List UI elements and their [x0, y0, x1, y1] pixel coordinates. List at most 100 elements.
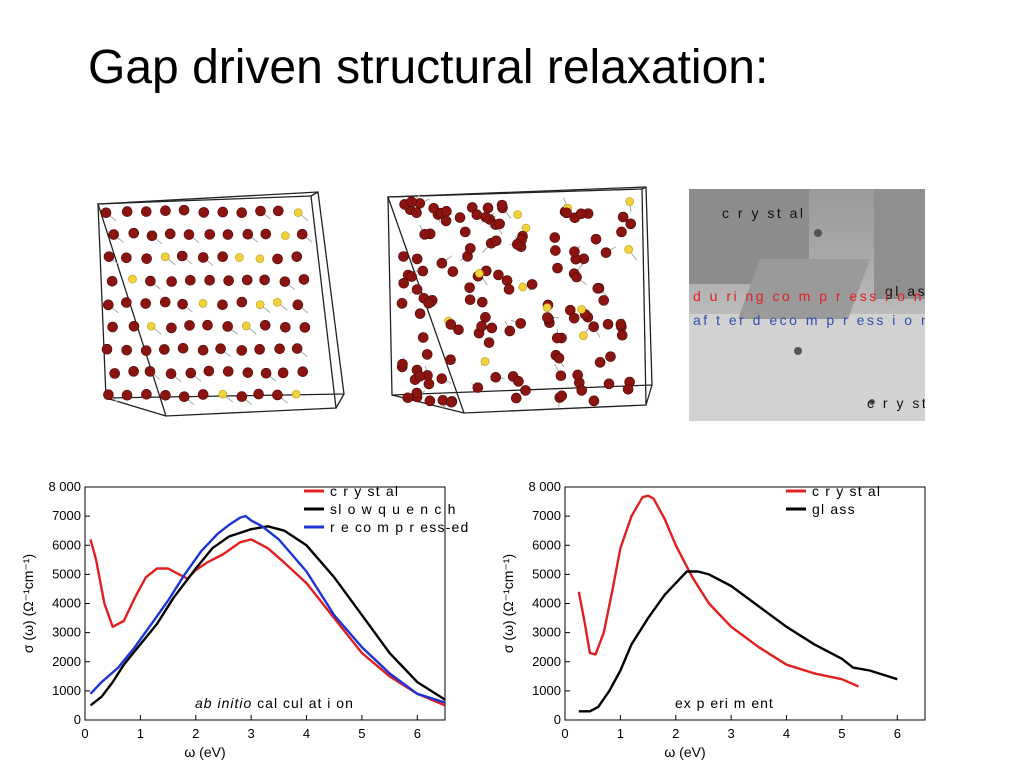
y-tick-label: 5000 [532, 566, 561, 581]
red-atom [476, 296, 488, 308]
red-atom [490, 372, 501, 383]
red-atom [236, 345, 248, 356]
yellow-atom [160, 252, 170, 262]
red-atom [197, 344, 209, 356]
yellow-atom [255, 300, 265, 309]
series-line [89, 514, 446, 704]
red-atom [103, 251, 115, 262]
red-atom [197, 389, 209, 400]
red-atom [569, 246, 580, 257]
legend-label: c r y st al [330, 483, 399, 499]
red-atom [445, 319, 457, 330]
legend-label: c r y st al [812, 483, 881, 499]
red-atom [568, 312, 580, 324]
red-atom [141, 253, 152, 264]
yellow-atom [513, 210, 522, 219]
red-atom [299, 322, 311, 333]
x-tick-label: 3 [248, 726, 255, 741]
red-atom [406, 196, 417, 208]
red-atom [177, 298, 188, 310]
yellow-atom [272, 298, 282, 307]
red-atom [398, 251, 409, 262]
red-atom [411, 207, 422, 219]
red-atom [222, 366, 234, 377]
micrograph-label-crystal-bottom: c r y st [867, 395, 925, 411]
red-atom [592, 283, 604, 294]
yellow-atom [518, 282, 528, 292]
x-tick-label: 0 [561, 726, 568, 741]
yellow-atom [521, 223, 531, 233]
red-atom [217, 206, 229, 218]
red-atom [272, 205, 284, 217]
red-atom [576, 385, 588, 396]
y-tick-label: 1000 [532, 683, 561, 698]
red-atom [222, 229, 234, 240]
red-atom [298, 274, 310, 285]
red-atom [242, 367, 254, 378]
red-atom [107, 321, 118, 333]
red-atom [501, 275, 513, 286]
yellow-atom [480, 357, 490, 366]
yellow-atom [281, 231, 290, 240]
red-atom [260, 228, 272, 240]
red-atom [594, 357, 606, 368]
red-atom [253, 388, 264, 400]
yellow-atom [255, 254, 265, 264]
series-line [577, 494, 859, 688]
legend-label: sl o w q u e n c h [330, 501, 457, 517]
red-atom [197, 252, 209, 263]
red-atom [177, 342, 189, 354]
x-tick-label: 6 [894, 726, 901, 741]
y-tick-label: 7000 [532, 508, 561, 523]
red-atom [121, 206, 133, 217]
red-atom [421, 349, 433, 360]
red-atom [297, 366, 309, 377]
x-tick-label: 1 [617, 726, 624, 741]
micrograph-dark-region [874, 189, 925, 299]
red-atom [622, 383, 634, 395]
red-atom [471, 209, 483, 221]
yellow-atom [146, 321, 156, 331]
red-atom [605, 351, 616, 362]
red-atom [453, 324, 464, 336]
red-atom [542, 312, 553, 323]
yellow-atom [241, 321, 251, 331]
red-atom [396, 298, 408, 309]
red-atom [291, 251, 303, 262]
x-tick-label: 2 [672, 726, 679, 741]
red-atom [417, 265, 429, 277]
red-atom [277, 367, 289, 379]
red-atom [490, 235, 502, 247]
red-atom [472, 382, 484, 393]
red-atom [141, 389, 152, 400]
red-atom [160, 205, 171, 217]
red-atom [272, 389, 283, 401]
chart-annotation: ex p eri m ent [675, 695, 774, 711]
red-atom [476, 320, 487, 332]
red-atom [526, 279, 538, 290]
yellow-atom [235, 253, 244, 262]
y-tick-label: 4000 [532, 596, 561, 611]
red-atom [121, 389, 133, 401]
y-tick-label: 3000 [532, 625, 561, 640]
x-tick-label: 2 [192, 726, 199, 741]
red-atom [552, 262, 563, 274]
micrograph-spot [814, 229, 822, 237]
red-atom [464, 282, 475, 293]
y-tick-label: 8 000 [528, 479, 561, 494]
glass-structure-image [384, 185, 656, 425]
red-atom [279, 276, 291, 287]
red-atom [145, 275, 156, 287]
red-atom [402, 392, 414, 404]
red-atom [223, 275, 234, 286]
y-tick-label: 0 [554, 712, 561, 727]
red-atom [203, 365, 215, 377]
red-atom [204, 274, 215, 286]
red-atom [159, 296, 171, 308]
red-atom [103, 389, 114, 401]
red-atom [254, 344, 265, 355]
legend-label: gl ass [812, 501, 856, 517]
red-atom [441, 206, 452, 217]
red-atom [588, 321, 600, 332]
red-atom [274, 343, 285, 355]
